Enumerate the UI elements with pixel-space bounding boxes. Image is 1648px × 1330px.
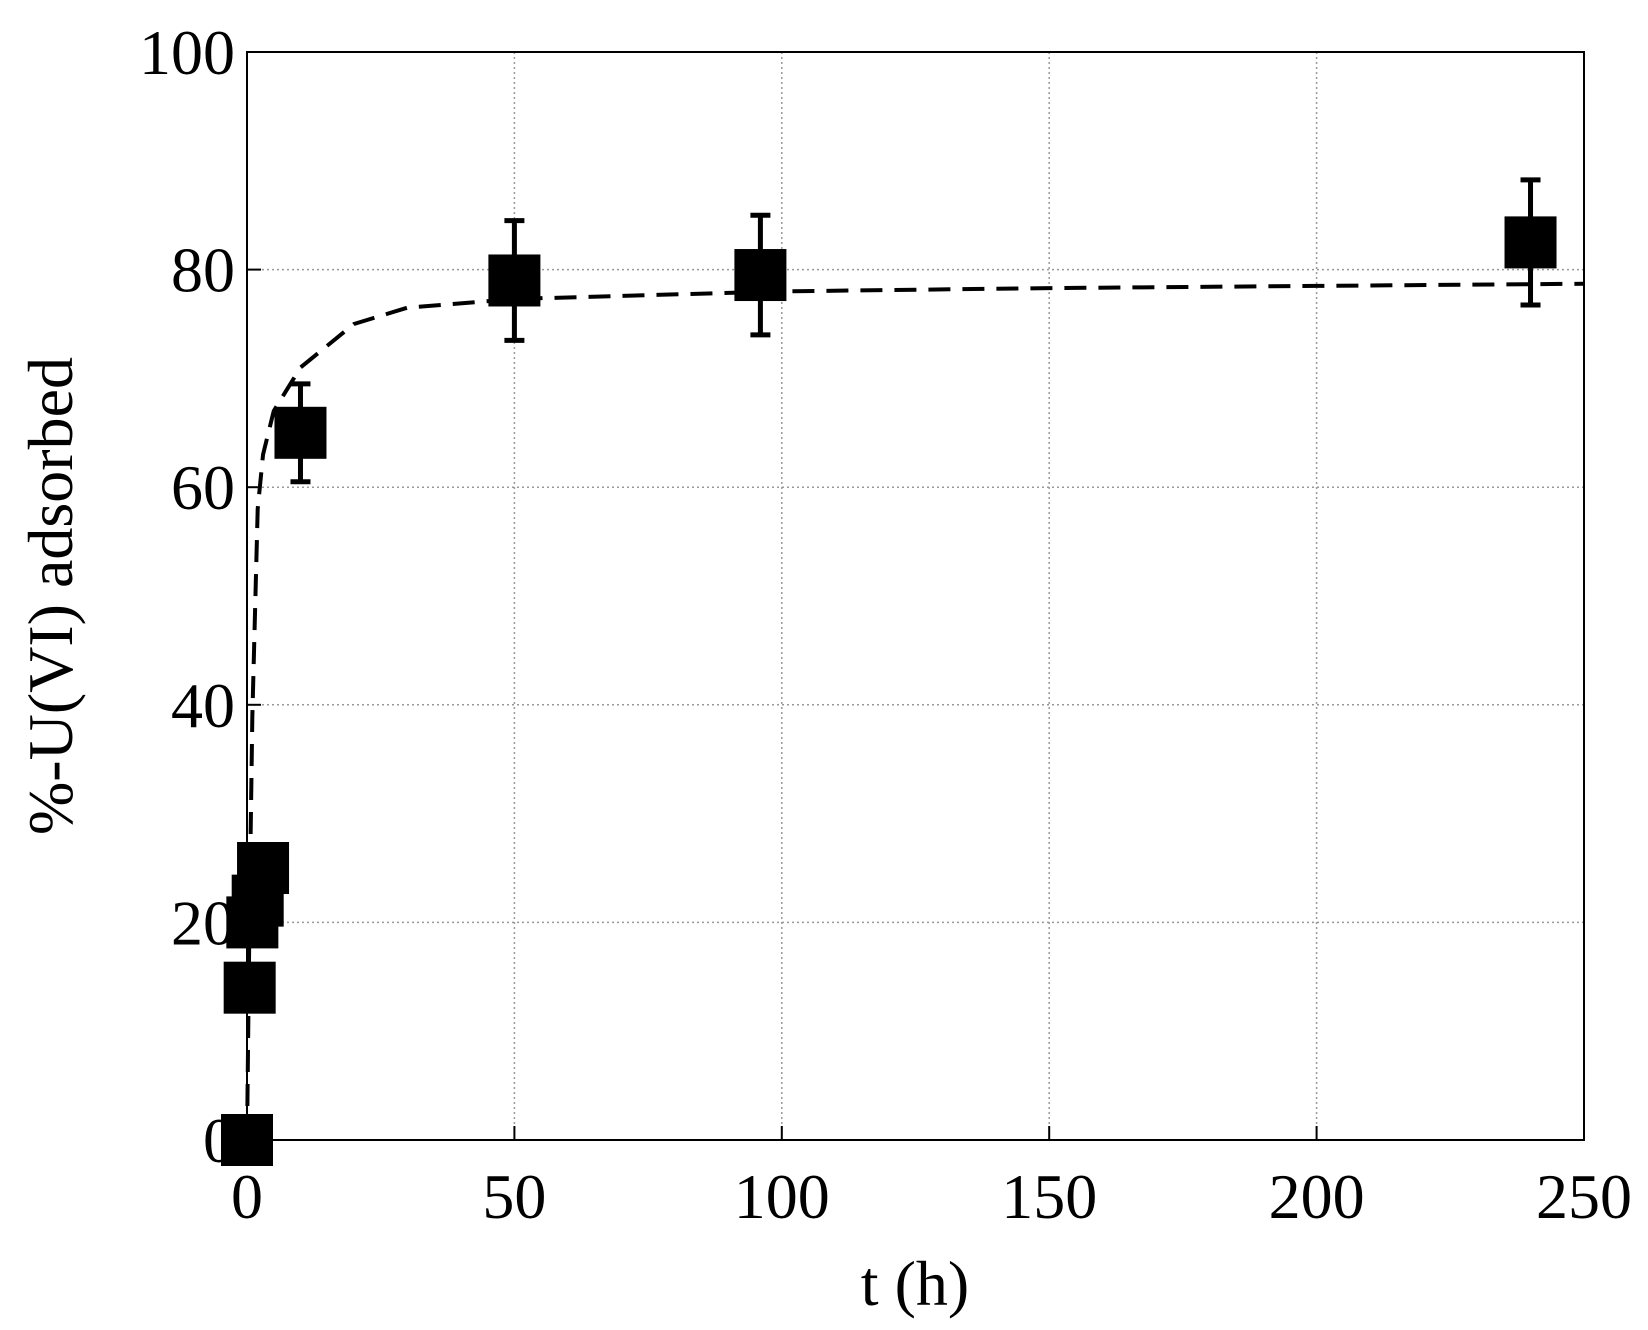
- y-tick-label: 40: [171, 670, 235, 741]
- y-tick-label: 100: [139, 17, 235, 88]
- fit-line: [245, 281, 1585, 1141]
- marker: [274, 406, 327, 459]
- plot-frame: [246, 51, 1585, 1141]
- x-tick-label: 200: [1269, 1161, 1365, 1232]
- x-tick-label: 50: [482, 1161, 546, 1232]
- x-tick-label: 100: [734, 1161, 830, 1232]
- y-tick-label: 60: [171, 452, 235, 523]
- x-tick-label: 150: [1001, 1161, 1097, 1232]
- y-axis-label: %-U(VI) adsorbed: [15, 357, 86, 835]
- x-tick-label: 250: [1536, 1161, 1632, 1232]
- marker: [1504, 216, 1557, 269]
- marker: [237, 842, 290, 894]
- y-tick-label: 80: [171, 235, 235, 306]
- x-axis-label: t (h): [861, 1248, 969, 1319]
- x-tick-label: 0: [231, 1161, 263, 1232]
- y-tick-label: 20: [171, 887, 235, 958]
